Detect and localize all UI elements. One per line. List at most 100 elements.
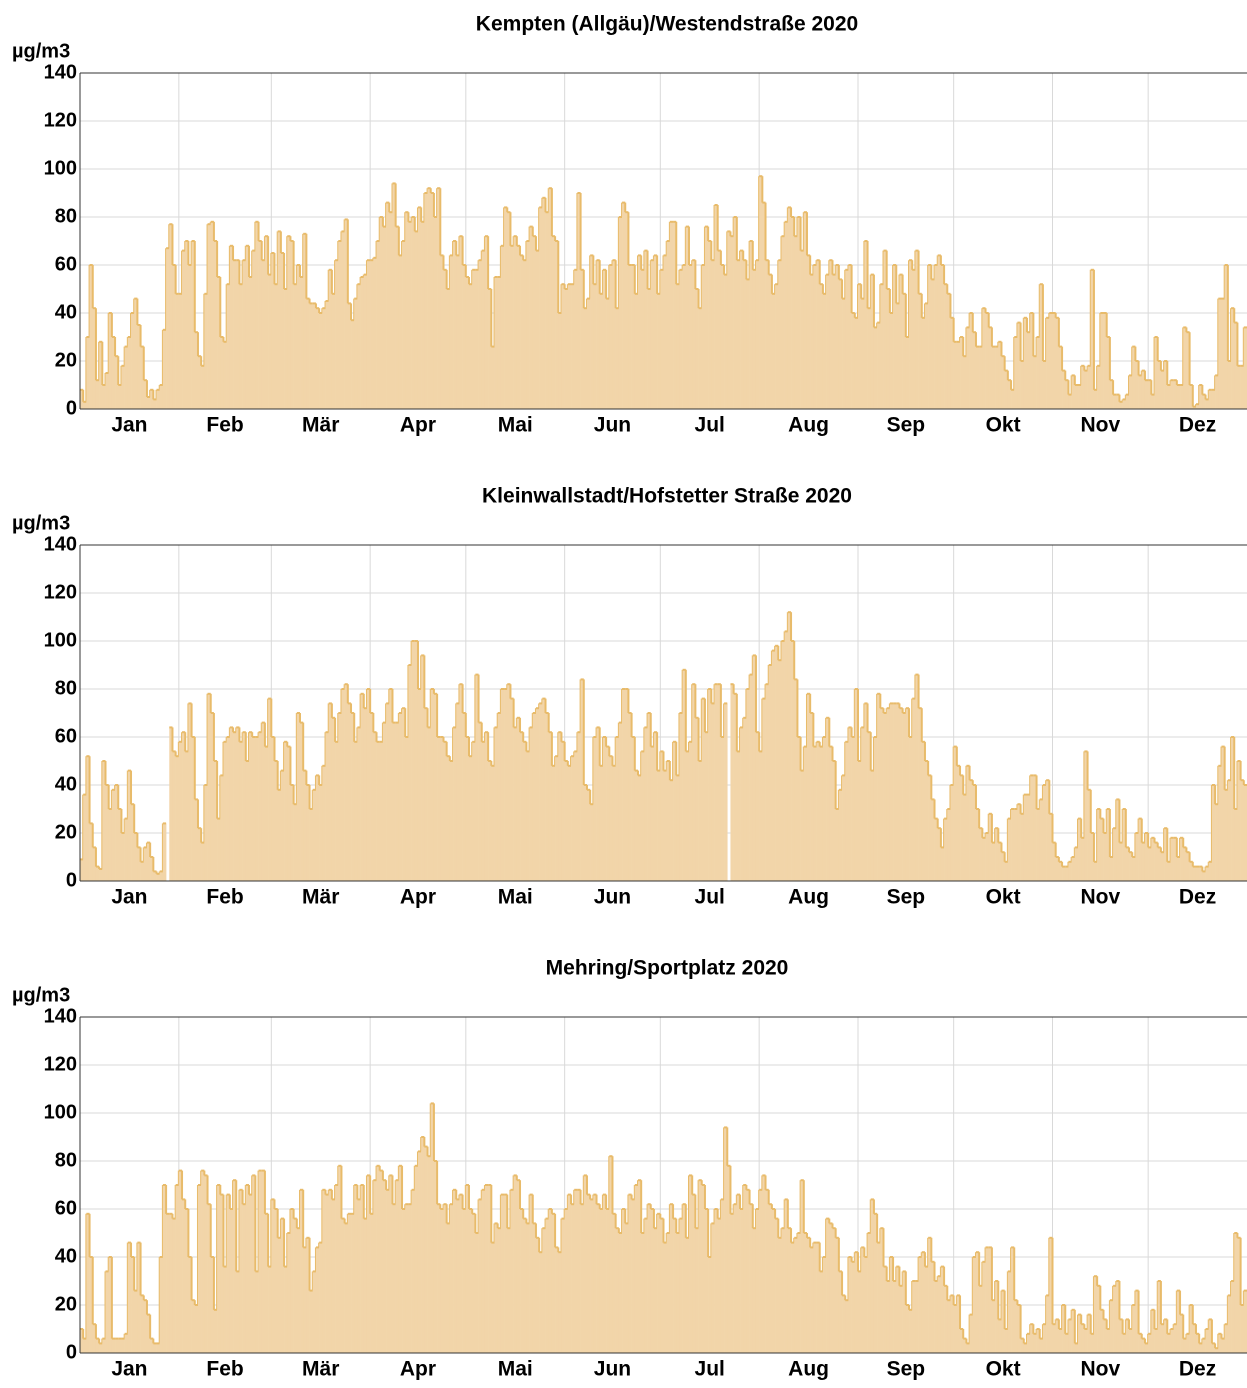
day-bar (405, 1204, 409, 1353)
day-bar (453, 241, 457, 409)
day-bar (650, 260, 655, 409)
day-bar (516, 717, 521, 881)
day-bar (140, 346, 145, 409)
day-bar (593, 284, 597, 409)
day-bar (1046, 317, 1050, 409)
day-bar (1202, 1338, 1206, 1353)
day-bar (797, 737, 801, 881)
day-bar (1167, 385, 1171, 409)
day-bar (590, 804, 594, 881)
day-bar (264, 236, 269, 409)
day-bar (740, 727, 744, 881)
day-bar (1199, 866, 1203, 881)
y-tick-label: 60 (55, 253, 77, 275)
day-bar (92, 847, 97, 881)
day-bar (156, 1343, 161, 1353)
day-bar (532, 1223, 537, 1353)
day-bar (252, 250, 256, 409)
day-bar (389, 689, 393, 881)
day-bar (1154, 842, 1159, 881)
day-bar (1113, 1285, 1117, 1353)
day-bar (169, 1213, 173, 1353)
day-bar (762, 202, 766, 409)
day-bar (953, 746, 958, 881)
day-bar (816, 260, 821, 409)
day-bar (213, 1309, 218, 1353)
day-bar (274, 761, 278, 881)
day-bar (653, 255, 658, 409)
day-bar (459, 684, 463, 881)
day-bar (1231, 308, 1235, 409)
day-bar (213, 761, 218, 881)
x-tick-label: Okt (986, 414, 1021, 437)
day-bar (1052, 313, 1056, 409)
day-bar (666, 761, 671, 881)
day-bar (296, 1228, 301, 1353)
day-bar (810, 274, 814, 409)
y-tick-label: 120 (44, 581, 77, 603)
day-bar (599, 765, 604, 881)
day-bar (300, 1189, 304, 1353)
day-bar (1068, 861, 1072, 881)
day-bar (606, 298, 610, 409)
day-bar (873, 1213, 878, 1353)
day-bar (207, 693, 212, 881)
day-bar (433, 217, 438, 409)
day-bar (245, 761, 250, 881)
day-bar (261, 722, 266, 881)
day-bar (676, 1233, 680, 1353)
day-bar (248, 1194, 253, 1353)
day-bar (1138, 818, 1143, 881)
y-tick-label: 80 (55, 677, 77, 699)
day-bar (829, 746, 833, 881)
day-bar (507, 684, 511, 881)
day-bar (1129, 1329, 1133, 1353)
day-bar (153, 1343, 157, 1353)
day-bar (669, 221, 674, 409)
day-bar (382, 1180, 387, 1353)
day-bar (325, 1194, 330, 1353)
day-bar (1208, 389, 1213, 409)
day-bar (520, 732, 524, 881)
day-bar (526, 241, 530, 409)
day-bar (1215, 804, 1219, 881)
day-bar (590, 255, 594, 409)
x-tick-label: Sep (887, 886, 926, 909)
x-tick-label: Jan (111, 414, 147, 437)
day-bar (475, 674, 479, 881)
day-bar (1243, 327, 1247, 409)
day-bar (124, 1333, 129, 1353)
day-bar (791, 1242, 795, 1353)
day-bar (625, 689, 629, 881)
y-tick-label: 120 (44, 109, 77, 131)
day-bar (121, 1338, 125, 1353)
x-tick-label: Jan (111, 886, 147, 909)
x-tick-label: Okt (986, 886, 1021, 909)
day-bar (800, 770, 805, 881)
day-bar (1081, 837, 1085, 881)
day-bar (1211, 1343, 1216, 1353)
day-bar (386, 703, 390, 881)
day-bar (692, 260, 696, 409)
day-bar (322, 1189, 326, 1353)
day-bar (902, 1271, 907, 1353)
day-bar (995, 828, 999, 881)
day-bar (1014, 1300, 1018, 1353)
day-bar (720, 265, 725, 409)
day-bar (555, 1247, 559, 1353)
day-bar (950, 1295, 954, 1353)
day-bar (580, 269, 585, 409)
day-bar (915, 250, 919, 409)
day-bar (245, 1185, 250, 1353)
day-bar (791, 217, 795, 409)
day-bar (644, 250, 648, 409)
day-bar (1231, 1281, 1235, 1353)
day-bar (529, 1194, 534, 1353)
day-bar (80, 1329, 84, 1353)
day-bar (252, 737, 256, 881)
day-bar (433, 693, 438, 881)
day-bar (1030, 313, 1034, 409)
day-bar (969, 1314, 974, 1353)
day-bar (1164, 361, 1168, 409)
